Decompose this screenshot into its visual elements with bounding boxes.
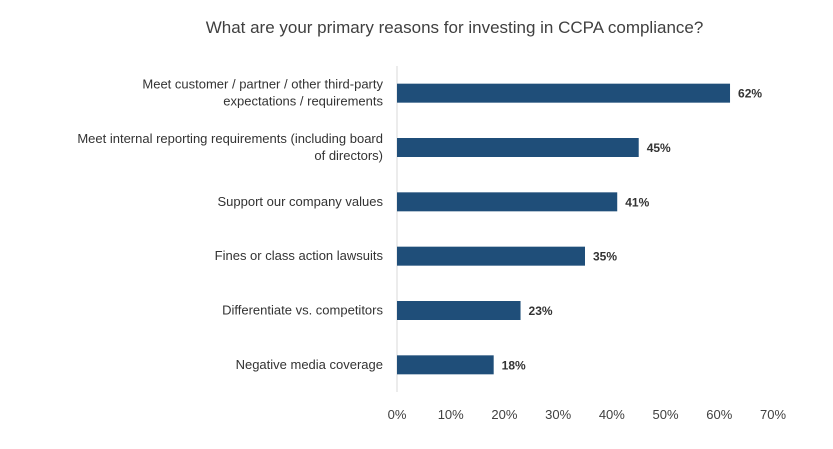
category-label: Negative media coverage [236, 357, 383, 372]
bar [397, 301, 521, 320]
category-label-line: Negative media coverage [236, 357, 383, 372]
data-label: 62% [738, 87, 762, 101]
data-label: 35% [593, 250, 617, 264]
x-tick-label: 60% [706, 407, 732, 422]
category-label-line: Meet customer / partner / other third-pa… [142, 77, 383, 92]
category-label: Support our company values [218, 194, 384, 209]
bar [397, 83, 731, 103]
x-tick-label: 0% [388, 407, 407, 422]
category-label-line: expectations / requirements [223, 94, 383, 109]
x-tick-label: 30% [545, 407, 571, 422]
category-label: Meet internal reporting requirements (in… [77, 131, 383, 163]
x-tick-label: 70% [760, 407, 786, 422]
bar [397, 192, 618, 212]
bar [397, 246, 585, 266]
bar [397, 355, 494, 375]
x-tick-label: 10% [438, 407, 464, 422]
category-label-line: Fines or class action lawsuits [215, 248, 384, 263]
bar [397, 138, 639, 157]
category-label: Fines or class action lawsuits [215, 248, 384, 263]
data-label: 18% [502, 358, 526, 372]
category-label: Differentiate vs. competitors [222, 303, 383, 318]
x-tick-label: 20% [491, 407, 517, 422]
x-tick-label: 50% [653, 407, 679, 422]
category-label-line: Support our company values [218, 194, 384, 209]
data-label: 45% [647, 141, 671, 155]
category-label-line: Meet internal reporting requirements (in… [77, 131, 383, 146]
chart-title: What are your primary reasons for invest… [205, 18, 704, 37]
data-label: 23% [529, 304, 553, 318]
category-label-line: of directors) [314, 148, 383, 163]
x-tick-label: 40% [599, 407, 625, 422]
category-label: Meet customer / partner / other third-pa… [142, 77, 383, 109]
category-label-line: Differentiate vs. competitors [222, 303, 383, 318]
data-label: 41% [625, 195, 649, 209]
